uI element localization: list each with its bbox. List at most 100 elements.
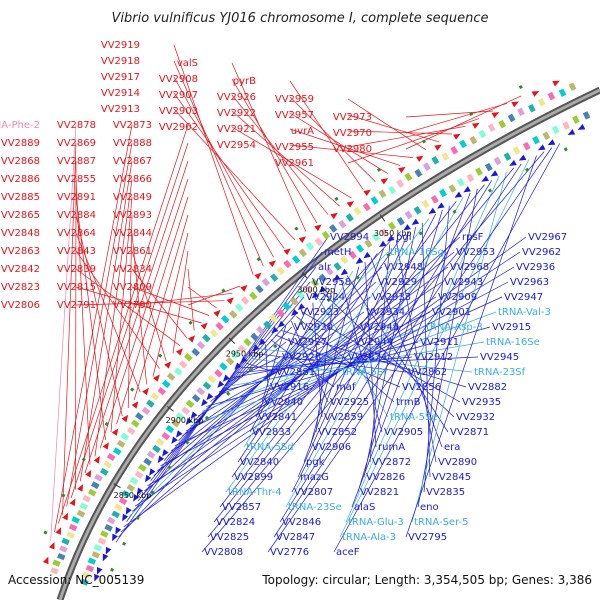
minus-strand-gene: [454, 191, 463, 198]
gc-mark: [248, 367, 254, 372]
cog-segment: [507, 113, 516, 123]
cog-segment: [80, 578, 89, 586]
plus-gene-label: VV2842: [1, 264, 40, 275]
leader-line: [246, 362, 275, 373]
minus-gene-label: VV2934: [366, 307, 405, 318]
minus-strand-gene: [547, 139, 556, 146]
gc-mark: [226, 391, 231, 396]
plus-gene-label: VV2919: [101, 40, 140, 51]
minus-gene-label: tRNA-16Se: [486, 337, 540, 348]
leader-line: [70, 142, 189, 499]
plus-strand-gene: [552, 80, 560, 87]
cog-segment: [181, 406, 190, 415]
leader-line: [94, 178, 133, 457]
cog-segment: [333, 262, 342, 271]
plus-gene-label: VV2961: [275, 158, 314, 169]
minus-strand-gene: [162, 449, 169, 457]
minus-strand-gene: [217, 380, 225, 388]
minus-strand-gene: [240, 356, 248, 364]
plus-gene-label: VV2849: [113, 192, 152, 203]
leader-line: [315, 284, 336, 433]
cog-segment: [71, 516, 80, 524]
cog-segment: [207, 374, 217, 384]
gc-mark: [122, 541, 127, 546]
plus-strand-gene: [85, 470, 92, 478]
leader-line: [261, 325, 287, 403]
feature-ring: [42, 80, 591, 586]
minus-strand-gene: [333, 274, 341, 282]
minus-gene-label: VV2871: [450, 427, 489, 438]
minus-strand-gene: [340, 268, 348, 276]
leader-line: [405, 155, 537, 538]
cog-segment: [106, 453, 116, 461]
minus-gene-label: VV2948: [384, 262, 423, 273]
plus-strand-gene: [434, 144, 442, 151]
leader-line: [231, 78, 318, 224]
minus-gene-label: VV2947: [504, 292, 543, 303]
cog-segment: [118, 497, 128, 506]
cog-segment: [196, 340, 206, 350]
gc-mark: [61, 493, 66, 498]
cog-segment: [582, 111, 591, 120]
cog-segment: [116, 439, 126, 448]
minus-gene-label: tRNA-Asp-3: [426, 322, 483, 333]
plus-strand-gene: [200, 322, 208, 330]
cog-segment: [498, 119, 507, 129]
tick-mark: [228, 337, 236, 344]
plus-gene-label: VV2902: [159, 122, 198, 133]
minus-strand-gene: [411, 218, 420, 225]
ticks: 2850 kbp 2900 kbp 2950 kbp 3000 kbp 3050 kbp: [113, 214, 412, 500]
accession-text: Accession: NC_005139: [8, 573, 144, 587]
plus-strand-gene: [164, 361, 172, 369]
leader-line: [131, 286, 210, 316]
topology-text: Topology: circular; Length: 3,354,505 bp…: [261, 573, 592, 587]
minus-gene-label: VV2962: [522, 247, 561, 258]
cog-segment: [493, 156, 502, 166]
plus-gene-label: VV2834: [113, 264, 152, 275]
cog-segment: [345, 213, 354, 222]
minus-gene-label: maf: [336, 382, 356, 393]
plus-gene-label: VV2889: [1, 138, 40, 149]
minus-gene-label: tRNA-5Sd: [246, 442, 294, 453]
plus-gene-label: VV2823: [1, 282, 40, 293]
leader-line: [339, 159, 530, 538]
leader-line: [236, 356, 413, 374]
gc-mark: [273, 344, 278, 349]
minus-gene-label: VV2776: [270, 547, 309, 558]
tick-label: 3050 kbp: [374, 229, 412, 238]
cog-segment: [422, 162, 431, 171]
leader-line: [152, 232, 189, 377]
plus-gene-label: VV2980: [333, 144, 372, 155]
cog-segment: [243, 337, 252, 347]
minus-gene-label: VV2963: [510, 277, 549, 288]
minus-gene-label: mazG: [300, 472, 329, 483]
minus-strand-gene: [185, 417, 193, 425]
minus-strand-gene: [437, 202, 445, 209]
minus-gene-label: VV2929: [378, 277, 417, 288]
minus-strand-gene: [122, 513, 129, 522]
plus-strand-gene: [298, 236, 307, 244]
cog-segment: [93, 543, 103, 552]
minus-gene-label: VV2944: [354, 337, 393, 348]
plus-strand-gene: [131, 401, 139, 409]
leader-line: [173, 108, 296, 241]
cog-segment: [340, 255, 349, 265]
minus-gene-label: VV2840: [240, 457, 279, 468]
leader-line: [223, 341, 485, 388]
gc-mark: [150, 490, 155, 495]
minus-strand-gene: [258, 338, 266, 346]
plus-gene-label: VV2873: [113, 120, 152, 131]
plus-strand-gene: [188, 335, 196, 343]
leader-line: [351, 192, 471, 508]
cog-segment: [100, 530, 109, 538]
cog-segment: [126, 483, 136, 492]
minus-gene-label: VV2936: [516, 262, 555, 273]
leader-line: [265, 344, 269, 388]
plus-strand-gene: [111, 428, 119, 436]
minus-strand-gene: [277, 320, 285, 328]
minus-gene-label: VV2916: [270, 382, 309, 393]
leader-line: [232, 356, 347, 378]
leader-line: [237, 253, 378, 463]
leader-line: [405, 103, 508, 134]
minus-gene-label: VV2824: [216, 517, 255, 528]
